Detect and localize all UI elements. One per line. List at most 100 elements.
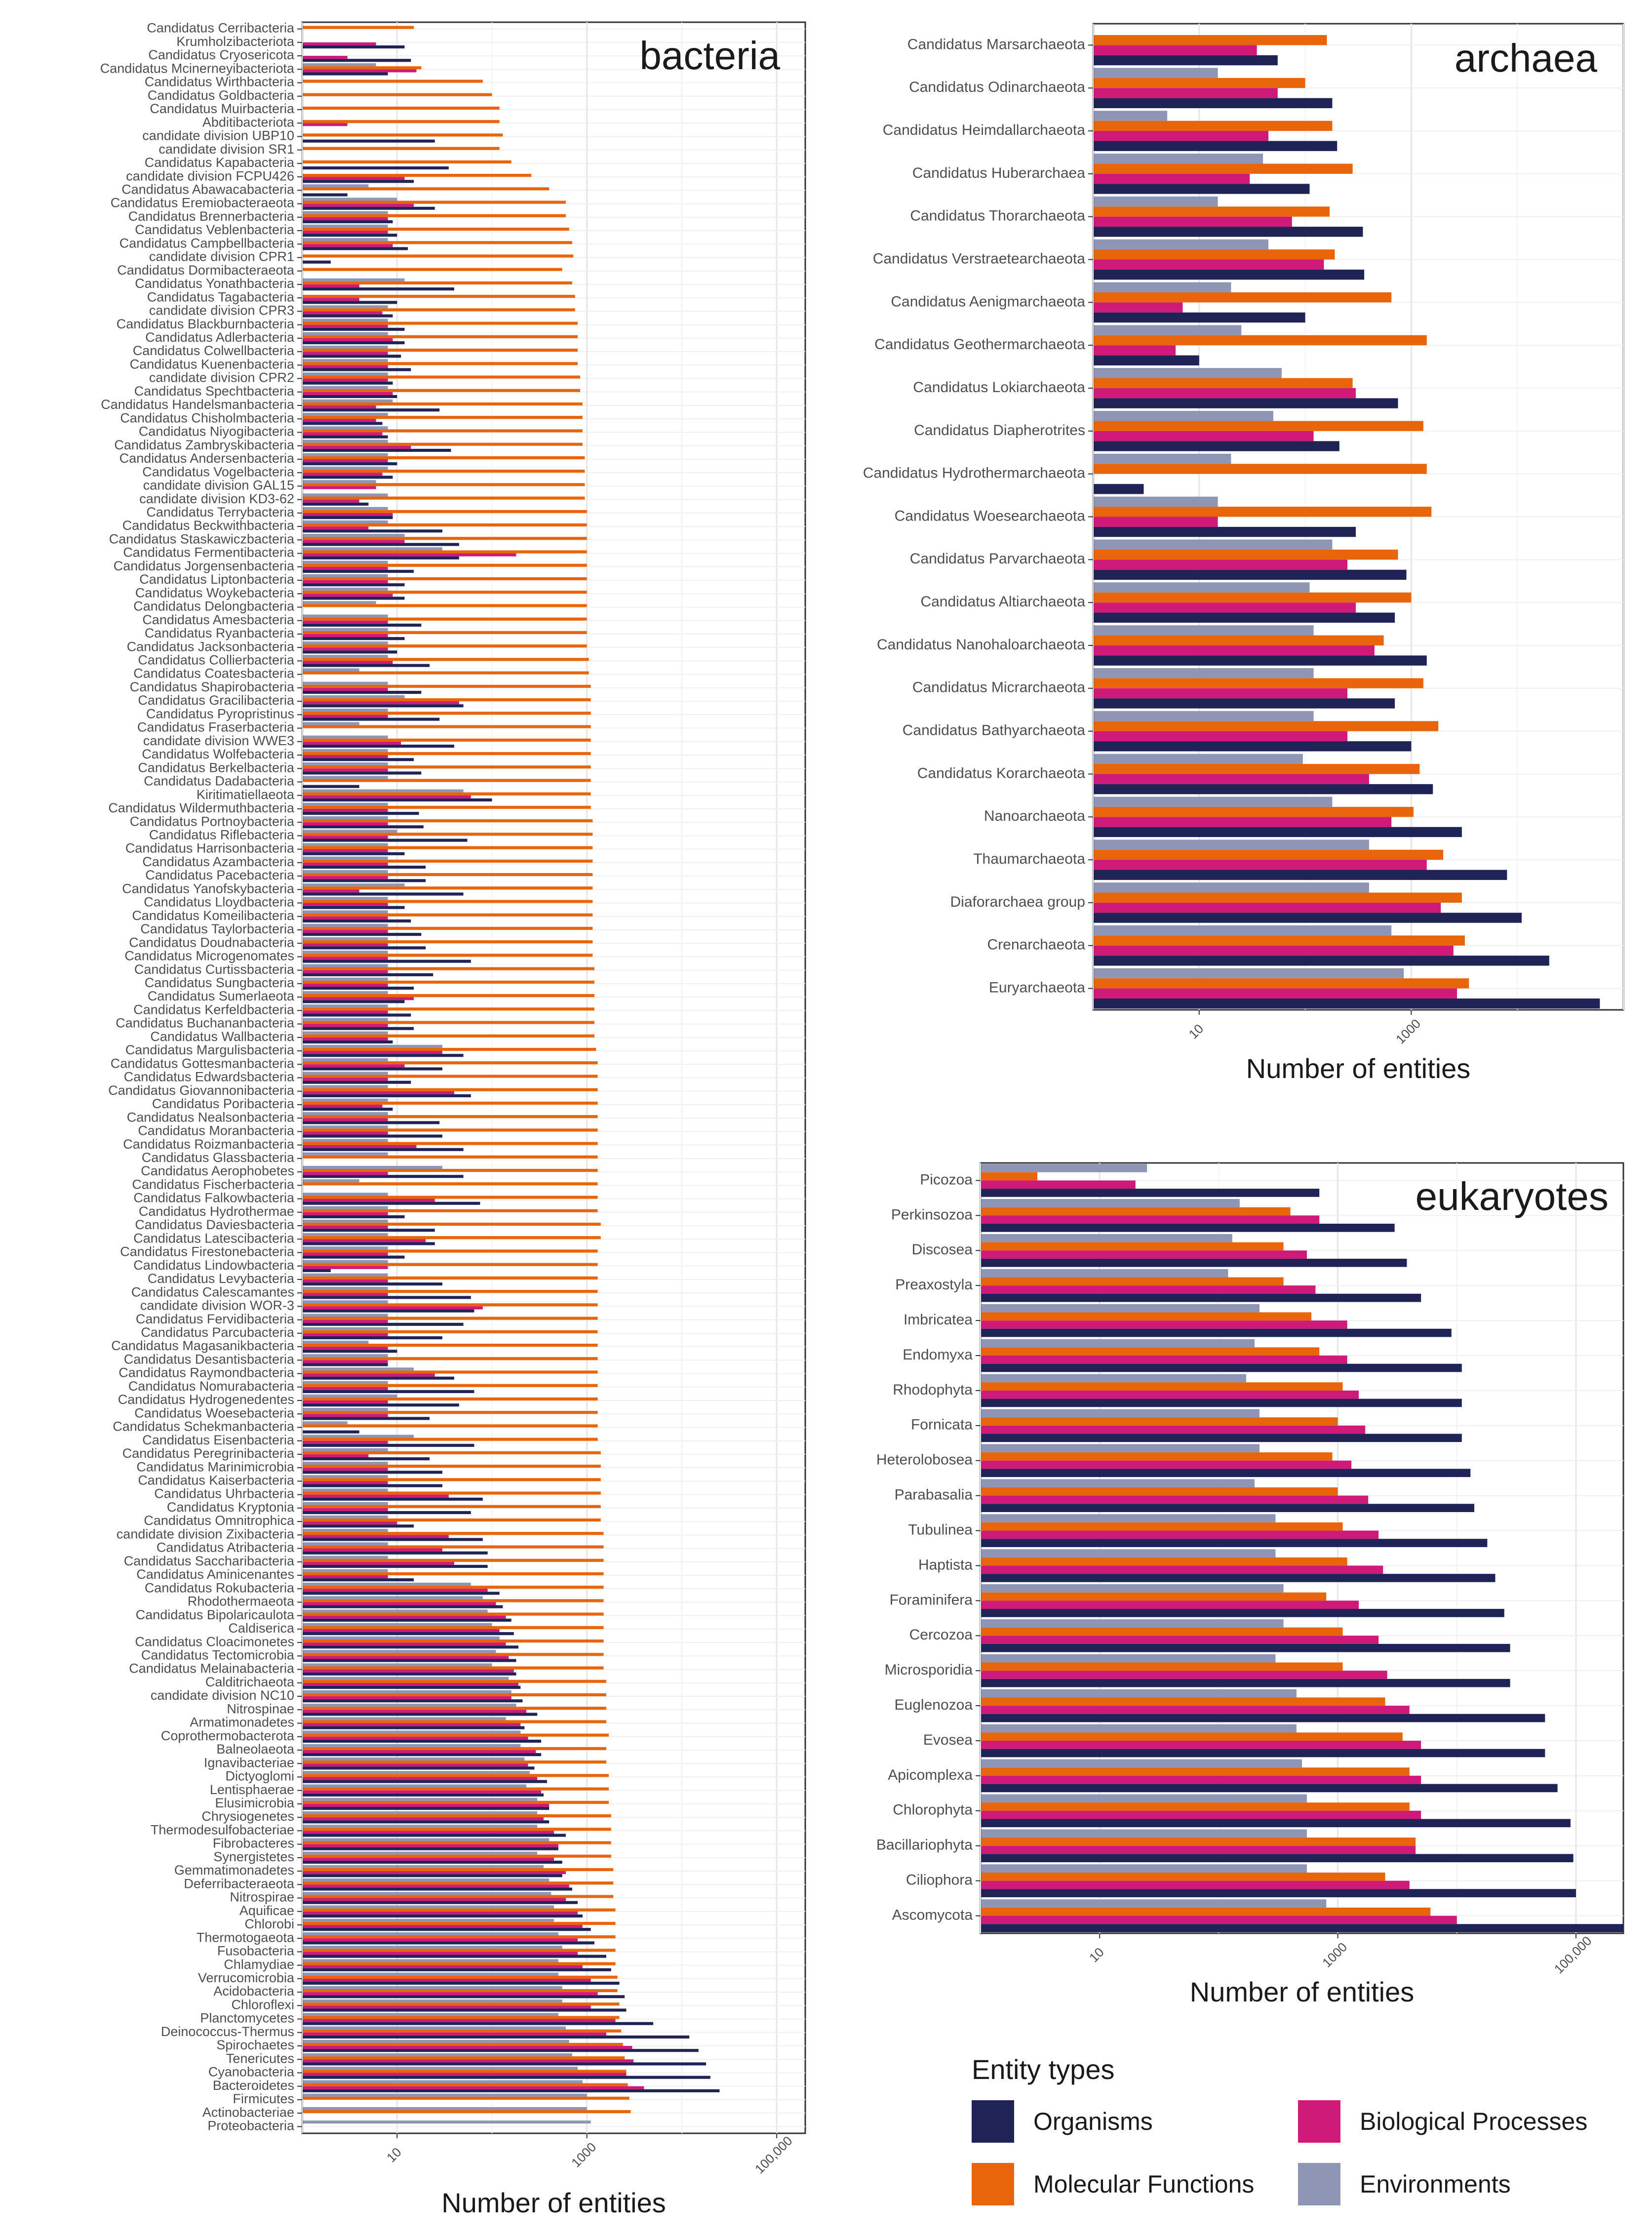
bacteria-bar-molecular-functions	[303, 1518, 601, 1522]
bacteria-bar-molecular-functions	[303, 2002, 620, 2006]
bacteria-bar-molecular-functions	[303, 1047, 596, 1051]
bacteria-bar-organisms	[303, 879, 426, 882]
bacteria-category-label: Chrysiogenetes	[201, 1809, 294, 1824]
bacteria-bar-environments	[303, 1260, 388, 1263]
bacteria-bar-molecular-functions	[303, 1707, 606, 1710]
bacteria-bar-biological-processes	[303, 1118, 388, 1121]
bacteria-category-label: Candidatus Hydrothermae	[139, 1204, 294, 1219]
bacteria-bar-organisms	[303, 301, 397, 304]
bacteria-category-label: Candidatus Atribacteria	[157, 1540, 295, 1555]
bacteria-bar-molecular-functions	[303, 160, 511, 163]
bacteria-bar-molecular-functions	[303, 93, 492, 96]
bacteria-bar-molecular-functions	[303, 1760, 606, 1764]
bacteria-bar-organisms	[303, 1282, 442, 1286]
bacteria-bar-organisms	[303, 1511, 471, 1515]
archaea-bar-organisms	[1094, 784, 1433, 795]
bacteria-bar-biological-processes	[303, 365, 388, 368]
bacteria-bar-molecular-functions	[303, 1586, 604, 1589]
bacteria-category-label: Candidatus Liptonbacteria	[139, 572, 295, 587]
bacteria-bar-organisms	[303, 59, 411, 62]
bacteria-bar-organisms	[303, 1685, 521, 1689]
bacteria-bar-molecular-functions	[303, 442, 583, 446]
bacteria-bar-environments	[303, 345, 388, 349]
bacteria-category-label: Candidatus Yonathbacteria	[135, 276, 295, 291]
bacteria-bar-organisms	[303, 1834, 566, 1837]
eukaryotes-bar-molecular-functions	[981, 1382, 1343, 1391]
bacteria-bar-molecular-functions	[303, 1438, 598, 1441]
bacteria-bar-biological-processes	[303, 42, 376, 45]
bacteria-bar-molecular-functions	[303, 1088, 598, 1091]
bacteria-bar-environments	[303, 1125, 388, 1129]
bacteria-bar-organisms	[303, 852, 405, 855]
archaea-category-label: Candidatus Parvarchaeota	[910, 551, 1086, 567]
bacteria-bar-molecular-functions	[303, 967, 594, 970]
bacteria-bar-molecular-functions	[303, 765, 591, 769]
eukaryotes-bar-molecular-functions	[981, 1838, 1416, 1846]
bacteria-category-label: Candidatus Woykebacteria	[135, 585, 295, 600]
bacteria-category-label: Candidatus Daviesbacteria	[135, 1217, 295, 1232]
archaea-category-label: Candidatus Odinarchaeota	[909, 79, 1085, 95]
eukaryotes-bar-environments	[981, 1409, 1259, 1418]
bacteria-bar-molecular-functions	[303, 1532, 604, 1535]
archaea-bar-molecular-functions	[1094, 849, 1444, 860]
bacteria-bar-environments	[303, 1986, 562, 1989]
bacteria-category-label: Candidatus Pyropristinus	[146, 706, 294, 721]
bacteria-bar-molecular-functions	[303, 1330, 598, 1333]
legend-swatch-organisms	[972, 2100, 1014, 2143]
bacteria-category-label: Candidatus Levybacteria	[148, 1271, 295, 1286]
archaea-panel-title: archaea	[1455, 36, 1598, 80]
bacteria-bar-biological-processes	[303, 486, 376, 489]
bacteria-category-label: Nitrospirae	[230, 1890, 294, 1905]
bacteria-bar-molecular-functions	[303, 389, 581, 392]
bacteria-bar-molecular-functions	[303, 1101, 598, 1105]
bacteria-bar-environments	[303, 1394, 397, 1398]
bacteria-bar-molecular-functions	[303, 416, 583, 419]
bacteria-bar-molecular-functions	[303, 1693, 606, 1697]
bacteria-bar-environments	[303, 440, 388, 443]
eukaryotes-bar-environments	[981, 1339, 1255, 1348]
bacteria-bar-molecular-functions	[303, 2016, 620, 2019]
bacteria-category-label: Deinococcus-Thermus	[161, 2024, 294, 2039]
bacteria-category-label: Candidatus Glassbacteria	[142, 1150, 295, 1165]
bacteria-bar-molecular-functions	[303, 873, 593, 877]
bacteria-category-label: Candidatus Adlerbacteria	[145, 330, 295, 345]
bacteria-bar-molecular-functions	[303, 1908, 616, 1912]
bacteria-bar-biological-processes	[303, 284, 359, 288]
bacteria-bar-molecular-functions	[303, 1868, 614, 1872]
bacteria-bar-molecular-functions	[303, 591, 587, 594]
bacteria-bar-biological-processes	[303, 1669, 514, 1673]
eukaryotes-bar-organisms	[981, 1609, 1504, 1617]
bacteria-bar-organisms	[303, 1901, 578, 1904]
bacteria-bar-molecular-functions	[303, 859, 593, 863]
archaea-bar-environments	[1094, 582, 1310, 593]
bacteria-bar-molecular-functions	[303, 1774, 609, 1777]
eukaryotes-category-label: Fornicata	[911, 1417, 973, 1433]
archaea-category-label: Nanoarchaeota	[984, 808, 1085, 824]
bacteria-category-label: Rhodothermaeota	[188, 1594, 295, 1609]
bacteria-bar-environments	[303, 802, 388, 806]
bacteria-bar-biological-processes	[303, 1763, 528, 1767]
archaea-bar-molecular-functions	[1094, 464, 1427, 474]
bacteria-bar-organisms	[303, 1659, 516, 1662]
eukaryotes-category-label: Picozoa	[920, 1171, 973, 1188]
archaea-bars	[1094, 35, 1600, 1009]
bacteria-category-label: Candidatus Parcubacteria	[141, 1325, 295, 1340]
bacteria-bar-biological-processes	[303, 1333, 388, 1336]
bacteria-category-label: Candidatus Dormibacteraeota	[117, 263, 295, 278]
bacteria-bar-biological-processes	[303, 903, 388, 906]
bacteria-bar-environments	[303, 1515, 388, 1519]
bacteria-bar-environments	[303, 466, 388, 470]
bacteria-bar-biological-processes	[303, 513, 393, 516]
archaea-bar-environments	[1094, 453, 1231, 464]
bacteria-category-label: Candidatus Harrisonbacteria	[125, 841, 295, 856]
archaea-bar-molecular-functions	[1094, 806, 1414, 817]
eukaryotes-bar-biological-processes	[981, 1390, 1359, 1399]
archaea-bar-organisms	[1094, 141, 1337, 151]
bacteria-bar-molecular-functions	[303, 1424, 598, 1428]
bacteria-bar-molecular-functions	[303, 886, 593, 890]
bacteria-bar-environments	[303, 2120, 591, 2124]
eukaryotes-bar-environments	[981, 1794, 1307, 1803]
bacteria-bar-biological-processes	[303, 1104, 383, 1108]
eukaryotes-category-label: Endomyxa	[903, 1347, 973, 1363]
bacteria-bar-environments	[303, 332, 388, 335]
